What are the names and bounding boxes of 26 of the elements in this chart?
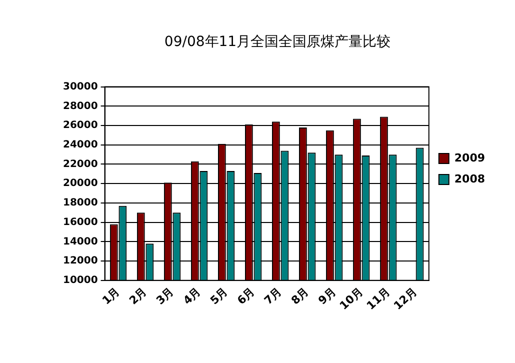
x-tick-label: 6月 (234, 285, 258, 308)
x-tick-label: 4月 (180, 285, 204, 308)
x-tick-label: 5月 (208, 285, 230, 308)
y-tick-label: 22000 (62, 158, 98, 170)
x-tick-label: 12月 (391, 285, 420, 312)
x-tick-label: 3月 (154, 285, 176, 308)
y-tick-label: 16000 (62, 216, 98, 228)
legend-label: 2008 (454, 172, 486, 186)
x-tick-label: 7月 (262, 285, 284, 308)
x-tick-label: 11月 (364, 285, 392, 312)
chart-title: 09/08年11月全国全国原煤产量比较 (164, 34, 391, 50)
y-tick-label: 24000 (62, 139, 98, 150)
y-tick-label: 14000 (62, 236, 98, 248)
legend-label: 2009 (454, 151, 486, 164)
x-tick-label: 9月 (316, 285, 338, 308)
y-tick-label: 28000 (62, 100, 98, 112)
x-tick-label: 8月 (288, 285, 312, 308)
y-tick-label: 18000 (62, 198, 98, 209)
y-tick-label: 20000 (62, 178, 98, 190)
x-tick-label: 10月 (337, 285, 366, 312)
x-tick-label: 1月 (100, 285, 122, 308)
y-tick-label: 10000 (62, 275, 98, 286)
x-tick-label: 2月 (126, 285, 150, 308)
y-tick-label: 12000 (62, 256, 98, 267)
y-tick-label: 26000 (62, 120, 98, 132)
y-tick-label: 30000 (62, 81, 98, 92)
